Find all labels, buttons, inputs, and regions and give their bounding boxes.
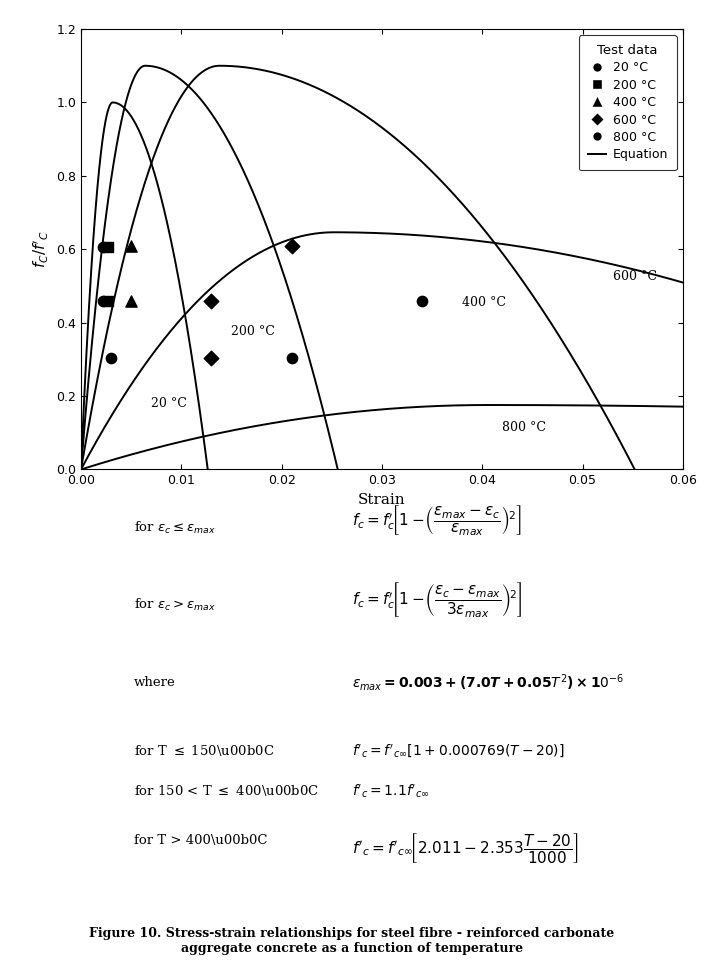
Text: for $\varepsilon_c > \varepsilon_{max}$: for $\varepsilon_c > \varepsilon_{max}$ [134, 597, 215, 613]
Text: Figure 10. Stress-strain relationships for steel fibre - reinforced carbonate
ag: Figure 10. Stress-strain relationships f… [89, 927, 615, 954]
Text: 200 °C: 200 °C [232, 325, 275, 339]
Point [286, 238, 297, 254]
Text: for 150 < T $\leq$ 400\u00b0C: for 150 < T $\leq$ 400\u00b0C [134, 783, 319, 799]
Text: where: where [134, 676, 175, 689]
Point [125, 293, 137, 309]
Point [125, 238, 137, 254]
Point [206, 293, 217, 309]
Text: $f'_c = 1.1f'_{c\infty}$: $f'_c = 1.1f'_{c\infty}$ [352, 782, 429, 800]
Text: for $\varepsilon_c \leq \varepsilon_{max}$: for $\varepsilon_c \leq \varepsilon_{max… [134, 520, 215, 535]
Point [417, 293, 428, 309]
Legend: 20 °C, 200 °C, 400 °C, 600 °C, 800 °C, Equation: 20 °C, 200 °C, 400 °C, 600 °C, 800 °C, E… [579, 35, 677, 170]
Point [97, 240, 108, 256]
Text: for T > 400\u00b0C: for T > 400\u00b0C [134, 833, 268, 847]
Text: 800 °C: 800 °C [503, 421, 546, 434]
Text: 20 °C: 20 °C [151, 397, 187, 409]
Point [102, 293, 113, 309]
Point [286, 349, 297, 365]
Text: 400 °C: 400 °C [463, 296, 506, 309]
Point [206, 349, 217, 365]
Text: $f_c = f^\prime_c\!\left[1 - \!\left(\dfrac{\varepsilon_{max} - \varepsilon_c}{\: $f_c = f^\prime_c\!\left[1 - \!\left(\df… [352, 503, 522, 538]
X-axis label: Strain: Strain [358, 493, 406, 507]
Text: 600 °C: 600 °C [612, 270, 657, 284]
Text: for T $\leq$ 150\u00b0C: for T $\leq$ 150\u00b0C [134, 742, 274, 758]
Text: $f_c = f^\prime_c\!\left[1 - \!\left(\dfrac{\varepsilon_c - \varepsilon_{max}}{3: $f_c = f^\prime_c\!\left[1 - \!\left(\df… [352, 581, 522, 620]
Y-axis label: $f_C/f'_C$: $f_C/f'_C$ [31, 230, 51, 268]
Text: $\boldsymbol{\varepsilon_{max} = 0.003 + (7.0T + 0.05T^2) \times 10^{-6}}$: $\boldsymbol{\varepsilon_{max} = 0.003 +… [352, 672, 624, 693]
Point [97, 293, 108, 309]
Point [106, 349, 117, 365]
Text: $f'_c = f'_{c\infty}\!\left[2.011 - 2.353\dfrac{T - 20}{1000}\right]$: $f'_c = f'_{c\infty}\!\left[2.011 - 2.35… [352, 831, 579, 865]
Text: $f'_c = f'_{c\infty}[1 + 0.000769(T - 20)]$: $f'_c = f'_{c\infty}[1 + 0.000769(T - 20… [352, 741, 565, 759]
Point [102, 240, 113, 256]
